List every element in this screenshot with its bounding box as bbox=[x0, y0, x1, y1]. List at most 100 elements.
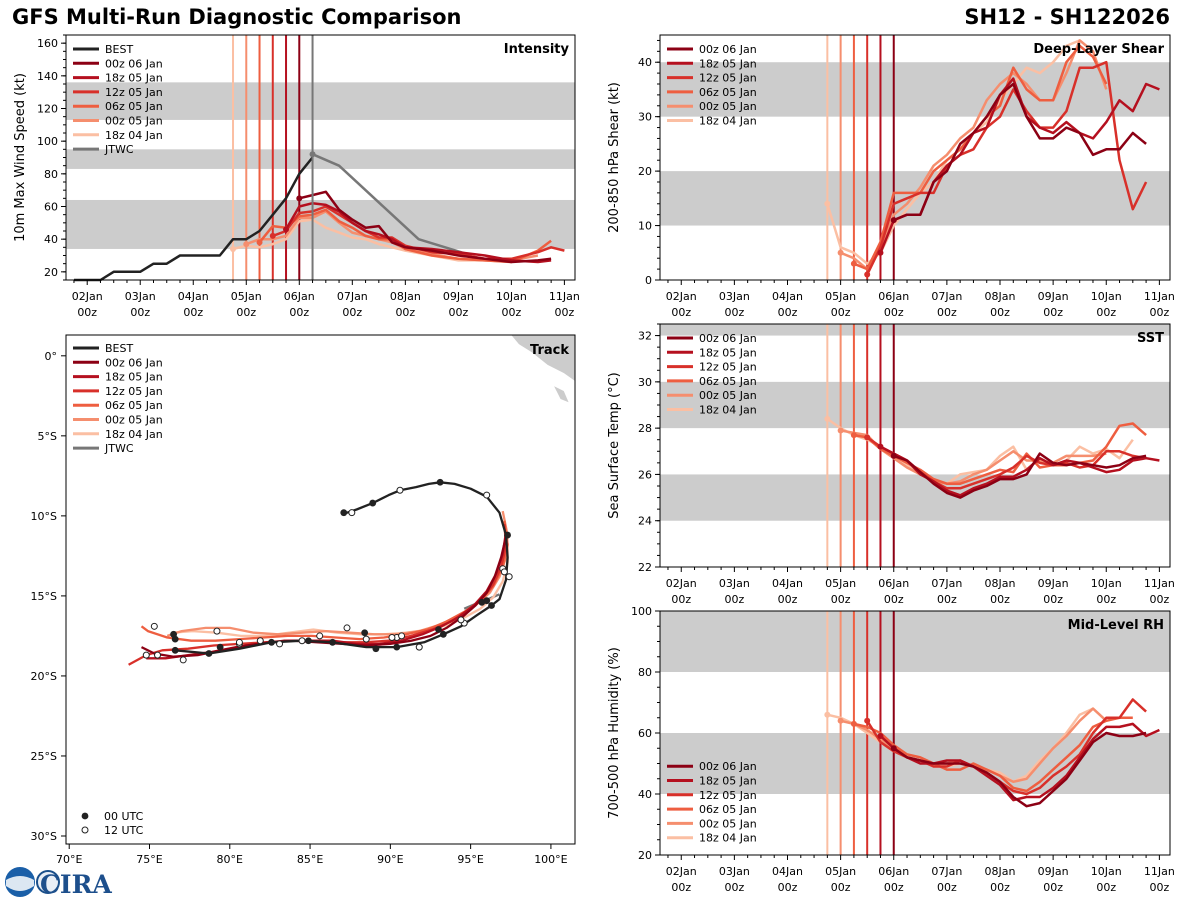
sst-x-tick-label: 11Jan bbox=[1144, 577, 1175, 590]
shear-panel-title: Deep-Layer Shear bbox=[1033, 42, 1164, 57]
sst-series-line bbox=[893, 452, 1147, 499]
track-y-tick-label: 0° bbox=[45, 350, 58, 363]
track-legend-label: JTWC bbox=[104, 442, 134, 455]
shear-legend-label: 18z 04 Jan bbox=[699, 115, 757, 128]
track-marker-00utc bbox=[435, 626, 442, 633]
shear-y-axis-label: 200-850 hPa Shear (kt) bbox=[607, 82, 622, 233]
track-marker-12utc bbox=[316, 632, 324, 640]
rh-series-start-marker bbox=[890, 745, 897, 752]
track-panel-title: Track bbox=[530, 343, 569, 358]
track-marker-00utc bbox=[488, 602, 495, 609]
track-marker-12utc bbox=[415, 643, 423, 651]
intensity-legend-label: 00z 06 Jan bbox=[105, 57, 163, 70]
track-frame bbox=[65, 334, 576, 845]
track-y-tick-label: 30°S bbox=[31, 830, 57, 843]
rh-band bbox=[660, 733, 1170, 794]
sst-legend-label: 00z 05 Jan bbox=[699, 389, 757, 402]
sst-x-tick-label: 04Jan bbox=[772, 577, 803, 590]
track-marker-00utc bbox=[478, 598, 486, 606]
storm-id-title: SH12 - SH122026 bbox=[964, 5, 1170, 29]
intensity-x-tick-label: 08Jan bbox=[390, 290, 421, 303]
track-marker-12utc bbox=[483, 491, 491, 499]
track-marker-12utc bbox=[256, 637, 264, 645]
track-marker-12utc bbox=[500, 568, 508, 576]
rh-legend-label: 12z 05 Jan bbox=[699, 789, 757, 802]
shear-y-tick-label: 30 bbox=[638, 111, 652, 124]
track-marker-00utc bbox=[329, 638, 336, 646]
shear-x-tick-label: 00z bbox=[724, 306, 744, 319]
track-x-tick-label: 80°E bbox=[217, 853, 243, 866]
rh-legend-label: 00z 06 Jan bbox=[699, 760, 757, 773]
rh-x-tick-label: 02Jan bbox=[666, 865, 697, 878]
track-marker-12utc bbox=[457, 616, 465, 624]
track-x-tick-label: 85°E bbox=[297, 853, 323, 866]
rh-series-start-marker bbox=[877, 733, 884, 740]
sst-y-axis-label: Sea Surface Temp (°C) bbox=[607, 372, 622, 519]
shear-series-start-marker bbox=[877, 249, 884, 256]
sst-x-tick-label: 02Jan bbox=[666, 577, 697, 590]
sst-series-start-marker bbox=[824, 415, 831, 422]
track-marker-12utc bbox=[398, 632, 406, 640]
track-marker-12utc bbox=[179, 656, 187, 664]
cira-emblem bbox=[36, 870, 60, 894]
intensity-x-tick-label: 00z bbox=[183, 306, 203, 319]
legend-label-00utc: 00 UTC bbox=[104, 810, 144, 823]
track-marker-12utc bbox=[396, 486, 404, 494]
sst-x-tick-label: 07Jan bbox=[931, 577, 962, 590]
track-marker-00utc bbox=[205, 650, 213, 657]
sst-x-tick-label: 06Jan bbox=[878, 577, 909, 590]
rh-x-tick-label: 07Jan bbox=[931, 865, 962, 878]
track-chart: 70°E 75°E 80°E 85°E 90°E 95°E 100°E 0° 5°S 10°S 15… bbox=[31, 334, 576, 866]
track-x-tick-label: 75°E bbox=[136, 853, 162, 866]
sst-x-tick-label: 00z bbox=[1043, 593, 1063, 606]
intensity-x-tick-label: 09Jan bbox=[443, 290, 474, 303]
sst-series-start-marker bbox=[850, 432, 857, 439]
intensity-x-tick-label: 00z bbox=[448, 306, 468, 319]
sst-x-tick-label: 09Jan bbox=[1038, 577, 1069, 590]
sst-legend-label: 12z 05 Jan bbox=[699, 361, 757, 374]
intensity-series-start-marker bbox=[283, 226, 290, 233]
shear-x-tick-label: 00z bbox=[1043, 306, 1063, 319]
track-marker-12utc bbox=[298, 637, 306, 645]
sst-y-tick-label: 26 bbox=[638, 468, 652, 481]
track-marker-12utc bbox=[505, 573, 513, 581]
shear-series-start-marker bbox=[864, 271, 871, 278]
shear-x-tick-label: 00z bbox=[831, 306, 851, 319]
track-marker-12utc bbox=[213, 627, 221, 635]
sst-legend-label: 18z 05 Jan bbox=[699, 346, 757, 359]
track-line bbox=[128, 523, 508, 666]
shear-legend-label: 18z 05 Jan bbox=[699, 57, 757, 70]
track-marker-00utc bbox=[268, 638, 275, 646]
track-marker-00utc bbox=[504, 531, 511, 539]
sst-x-tick-label: 00z bbox=[671, 593, 691, 606]
shear-series-start-marker bbox=[850, 260, 857, 267]
intensity-x-tick-label: 00z bbox=[77, 306, 97, 319]
sst-x-tick-label: 00z bbox=[724, 593, 744, 606]
intensity-series-line bbox=[74, 156, 314, 282]
intensity-legend-label: 00z 05 Jan bbox=[105, 115, 163, 128]
shear-y-tick-label: 10 bbox=[638, 220, 652, 233]
track-marker-00utc bbox=[372, 645, 380, 653]
sst-y-tick-label: 22 bbox=[638, 561, 652, 574]
rh-x-tick-label: 00z bbox=[671, 881, 691, 894]
track-x-tick-label: 90°E bbox=[377, 853, 403, 866]
shear-y-tick-label: 0 bbox=[645, 274, 652, 287]
sst-x-tick-label: 03Jan bbox=[719, 577, 750, 590]
logo-group: CIRA bbox=[5, 867, 112, 899]
track-x-tick-label: 95°E bbox=[457, 853, 483, 866]
shear-series-line bbox=[893, 82, 1147, 222]
shear-frame bbox=[659, 34, 1171, 281]
track-line bbox=[140, 536, 508, 658]
land-shape bbox=[509, 334, 576, 383]
rh-series-start-marker bbox=[824, 711, 831, 718]
track-y-tick-label: 5°S bbox=[38, 430, 57, 443]
track-marker-12utc bbox=[276, 640, 284, 648]
intensity-x-tick-label: 11Jan bbox=[549, 290, 580, 303]
track-marker-12utc bbox=[154, 651, 162, 659]
intensity-x-tick-label: 10Jan bbox=[496, 290, 527, 303]
track-marker-12utc bbox=[142, 651, 150, 659]
